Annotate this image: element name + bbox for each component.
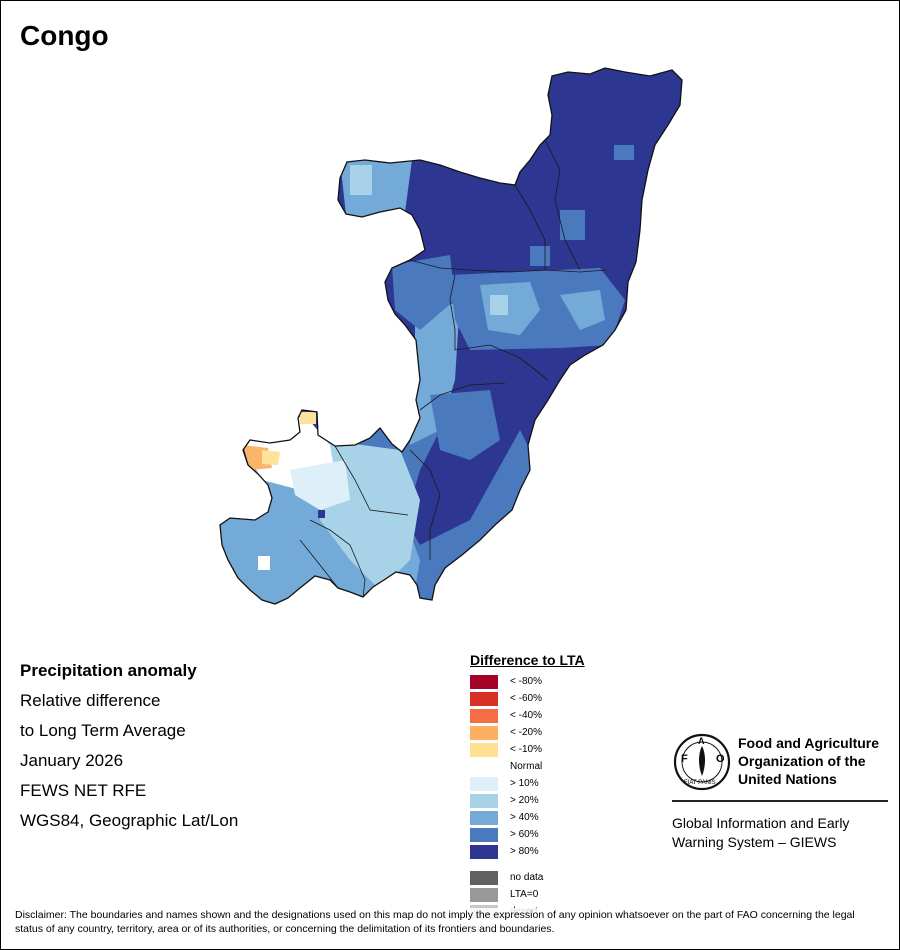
legend-extra-item-swatch bbox=[470, 870, 498, 885]
legend-item-label: < -80% bbox=[510, 676, 542, 687]
legend-item-swatch bbox=[470, 810, 498, 825]
fao-logo: F A O FIAT PANIS bbox=[673, 733, 731, 791]
boundary-plateaux-north bbox=[454, 344, 549, 381]
legend-item-swatch bbox=[470, 793, 498, 808]
zone-above-40-plateaux bbox=[410, 300, 460, 445]
legend: Difference to LTA < -80% < -60% < -40% < -2… bbox=[470, 652, 585, 920]
map-title: Congo bbox=[20, 20, 109, 51]
legend-item-row: > 20% bbox=[470, 792, 585, 809]
zone-above-60-centre bbox=[430, 390, 500, 460]
fao-logo-letters: F bbox=[681, 753, 688, 765]
legend-item-swatch bbox=[470, 725, 498, 740]
legend-item-swatch bbox=[470, 844, 498, 859]
fao-name-line-3: United Nations bbox=[738, 771, 837, 787]
zone-below-10-west bbox=[262, 450, 280, 465]
legend-item-label: > 80% bbox=[510, 846, 539, 857]
boundary-cuvette-north bbox=[409, 259, 607, 273]
zone-above-60-cuvette-west bbox=[392, 255, 455, 330]
legend-item-row: > 80% bbox=[470, 843, 585, 860]
zone-above-60-north-spot bbox=[614, 145, 634, 160]
map-info: Precipitation anomaly Relative differenc… bbox=[20, 656, 238, 836]
legend-item-swatch bbox=[470, 827, 498, 842]
legend-item-label: < -20% bbox=[510, 727, 542, 738]
zone-above-10-bouenza bbox=[290, 460, 350, 510]
legend-item-swatch bbox=[470, 674, 498, 689]
legend-item-swatch bbox=[470, 691, 498, 706]
giews-text: Global Information and Early Warning Sys… bbox=[672, 814, 849, 852]
giews-line-2: Warning System – GIEWS bbox=[672, 834, 837, 850]
boundary-pool-west bbox=[309, 519, 366, 598]
info-line-2: to Long Term Average bbox=[20, 721, 186, 740]
fao-name-line-2: Organization of the bbox=[738, 753, 866, 769]
legend-extra-item-label: no data bbox=[510, 872, 544, 883]
disclaimer: Disclaimer: The boundaries and names sho… bbox=[15, 908, 885, 936]
legend-item-row: > 10% bbox=[470, 775, 585, 792]
legend-extra-item-row: no data bbox=[470, 869, 585, 886]
legend-extra-item-label: LTA=0 bbox=[510, 889, 539, 900]
legend-item-label: Normal bbox=[510, 761, 543, 772]
fao-divider bbox=[672, 800, 888, 802]
legend-item-swatch bbox=[470, 776, 498, 791]
legend-extra-item-swatch bbox=[470, 887, 498, 902]
legend-item-label: < -10% bbox=[510, 744, 542, 755]
boundary-bouenza-north bbox=[334, 445, 409, 516]
info-source: FEWS NET RFE bbox=[20, 781, 147, 800]
wheat-ear-icon bbox=[699, 746, 705, 776]
info-projection: WGS84, Geographic Lat/Lon bbox=[20, 811, 239, 830]
legend-item-row: < -60% bbox=[470, 690, 585, 707]
legend-item-swatch bbox=[470, 708, 498, 723]
legend-item-row: > 40% bbox=[470, 809, 585, 826]
zone-above-60-spot-2 bbox=[530, 246, 550, 266]
department-boundaries bbox=[299, 139, 607, 598]
legend-item-label: > 10% bbox=[510, 778, 539, 789]
legend-item-label: > 40% bbox=[510, 812, 539, 823]
zone-normal-coast bbox=[258, 556, 270, 570]
svg-text:A: A bbox=[698, 736, 705, 746]
zone-above-80-spot bbox=[318, 510, 325, 518]
legend-item-row: < -20% bbox=[470, 724, 585, 741]
country-outline bbox=[219, 67, 683, 605]
legend-item-label: < -40% bbox=[510, 710, 542, 721]
zone-above-20-likouala bbox=[490, 295, 508, 315]
legend-item-row: > 60% bbox=[470, 826, 585, 843]
fao-name-line-1: Food and Agriculture bbox=[738, 735, 880, 751]
legend-title: Difference to LTA bbox=[470, 652, 585, 668]
info-line-1: Relative difference bbox=[20, 691, 161, 710]
legend-extra-item-row: LTA=0 bbox=[470, 886, 585, 903]
boundary-plateaux-centre bbox=[419, 382, 506, 411]
legend-item-label: < -60% bbox=[510, 693, 542, 704]
info-period: January 2026 bbox=[20, 751, 124, 770]
fao-name: Food and Agriculture Organization of the… bbox=[738, 734, 888, 788]
zone-below-10-north-tip bbox=[300, 412, 316, 424]
zone-above-40-likouala-b bbox=[560, 290, 605, 330]
boundary-cuvette-west bbox=[449, 274, 456, 350]
zone-above-20-northwest bbox=[350, 165, 372, 195]
legend-item-row: < -80% bbox=[470, 673, 585, 690]
boundary-kouilou bbox=[299, 539, 339, 589]
svg-text:O: O bbox=[716, 753, 725, 765]
boundary-pool-east bbox=[409, 449, 441, 560]
zone-above-60-sangha bbox=[560, 210, 585, 240]
fao-logo-motto: FIAT PANIS bbox=[684, 780, 716, 786]
legend-item-label: > 20% bbox=[510, 795, 539, 806]
legend-item-row: < -10% bbox=[470, 741, 585, 758]
legend-item-label: > 60% bbox=[510, 829, 539, 840]
legend-item-row: < -40% bbox=[470, 707, 585, 724]
giews-line-1: Global Information and Early bbox=[672, 815, 850, 831]
congo-anomaly-map bbox=[219, 67, 683, 605]
info-heading: Precipitation anomaly bbox=[20, 661, 197, 680]
boundary-likouala-east bbox=[544, 139, 581, 271]
legend-item-row: Normal bbox=[470, 758, 585, 775]
legend-item-swatch bbox=[470, 742, 498, 757]
boundary-sangha-likouala bbox=[514, 184, 546, 270]
legend-items: < -80% < -60% < -40% < -20% < -10% Normal > 10… bbox=[470, 673, 585, 860]
